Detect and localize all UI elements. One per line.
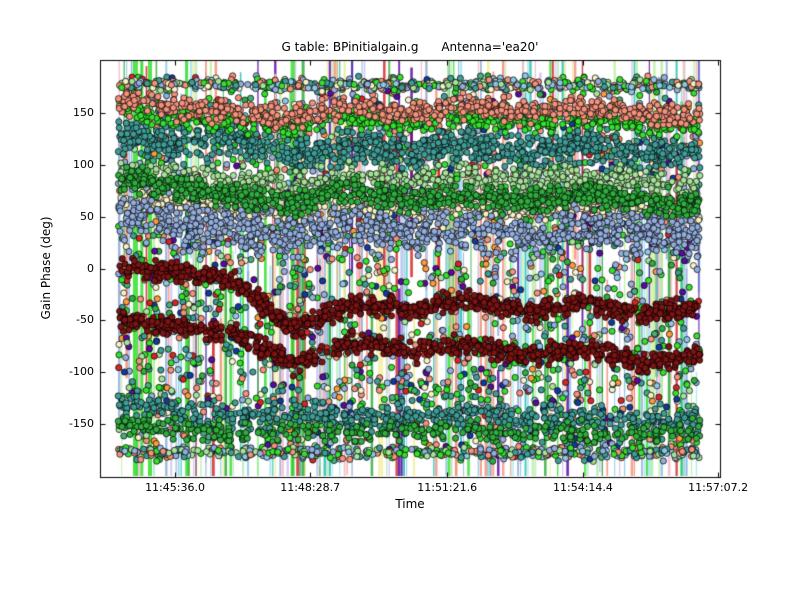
x-tick-label: 11:45:36.0 — [145, 481, 205, 494]
y-tick-label: 100 — [73, 157, 94, 171]
y-tick-label: 0 — [87, 261, 94, 275]
x-tick-label: 11:57:07.2 — [688, 481, 749, 494]
x-tick-label: 11:48:28.7 — [280, 481, 341, 494]
y-tick-label: 50 — [80, 209, 94, 223]
y-tick-label: 150 — [73, 105, 94, 119]
y-tick-label: -150 — [69, 417, 94, 431]
x-tick-label: 11:54:14.4 — [553, 481, 613, 494]
y-tick-label: -100 — [69, 365, 94, 379]
x-tick-label: 11:51:21.6 — [417, 481, 478, 494]
y-tick-label: -50 — [76, 313, 94, 327]
x-axis-label: Time — [395, 497, 425, 511]
plot-title: G table: BPinitialgain.g Antenna='ea20' — [281, 40, 539, 54]
